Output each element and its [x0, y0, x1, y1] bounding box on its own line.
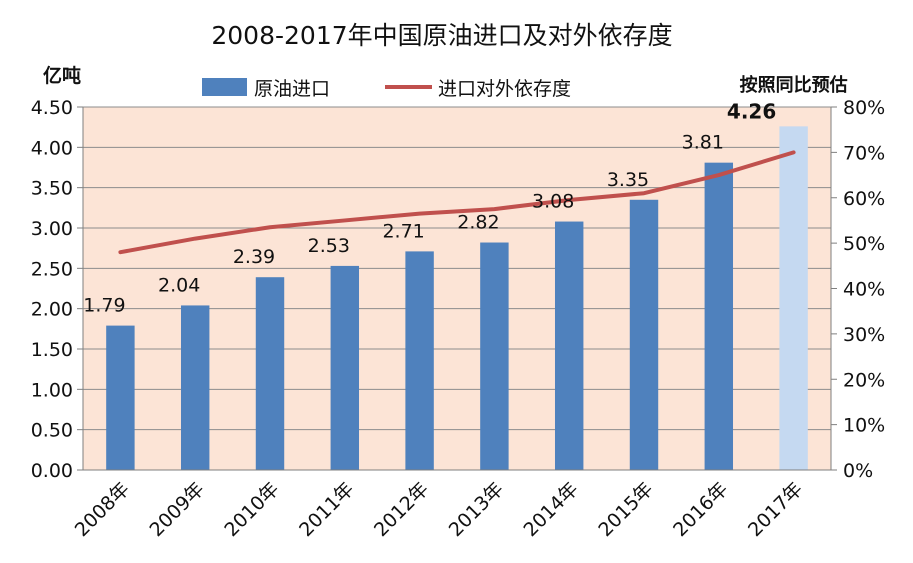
y-right-tick-label: 50% — [843, 233, 885, 255]
bar — [704, 162, 734, 470]
x-tick-label: 2016年 — [669, 478, 732, 541]
bar — [629, 199, 659, 470]
bar-value-label: 2.53 — [308, 235, 350, 257]
bar — [330, 265, 360, 470]
legend-swatch-bar — [202, 78, 247, 96]
y-right-tick-label: 30% — [843, 324, 885, 346]
bar-value-label: 3.81 — [682, 132, 724, 154]
y-left-unit: 亿吨 — [43, 64, 81, 87]
y-right-tick-label: 20% — [843, 369, 885, 391]
x-tick-label: 2010年 — [220, 478, 283, 541]
x-tick-label: 2008年 — [71, 478, 134, 541]
x-tick-label: 2009年 — [146, 478, 209, 541]
y-left-tick-label: 3.00 — [31, 218, 73, 240]
x-tick-label: 2011年 — [295, 478, 358, 541]
y-right-tick-label: 40% — [843, 279, 885, 301]
legend-label-bar: 原油进口 — [254, 78, 330, 100]
y-left-tick-label: 1.00 — [31, 379, 73, 401]
estimate-note: 按照同比预估 — [740, 74, 848, 96]
y-right-tick-label: 0% — [843, 460, 873, 482]
legend-label-line: 进口对外依存度 — [438, 78, 571, 100]
x-tick-label: 2017年 — [744, 478, 807, 541]
y-left-tick-label: 2.00 — [31, 299, 73, 321]
bar-value-label: 2.82 — [457, 212, 499, 234]
x-tick-label: 2015年 — [594, 478, 657, 541]
y-left-tick-label: 3.50 — [31, 178, 73, 200]
bar-value-label: 2.39 — [233, 246, 275, 268]
bar-value-label: 2.04 — [158, 274, 200, 296]
y-right-tick-label: 10% — [843, 415, 885, 437]
bar — [255, 277, 285, 470]
bar — [405, 251, 434, 470]
x-tick-label: 2014年 — [520, 478, 583, 541]
y-right-tick-label: 70% — [843, 142, 885, 164]
bar-value-label: 1.79 — [83, 295, 125, 317]
y-left-tick-label: 1.50 — [31, 339, 73, 361]
bar-value-label: 4.26 — [727, 99, 776, 123]
bar-estimated — [779, 126, 808, 471]
dependency-line — [118, 150, 796, 255]
y-left-tick-label: 4.50 — [31, 97, 73, 119]
y-right-tick-label: 60% — [843, 188, 885, 210]
bar-value-label: 2.71 — [382, 220, 424, 242]
y-left-tick-label: 4.00 — [31, 137, 73, 159]
bar-value-label: 3.08 — [532, 191, 574, 213]
y-right-tick-label: 80% — [843, 97, 885, 119]
x-tick-label: 2012年 — [370, 478, 433, 541]
chart-title: 2008-2017年中国原油进口及对外依存度 — [211, 21, 672, 50]
bar-value-label: 3.35 — [607, 169, 649, 191]
y-left-tick-label: 0.00 — [31, 460, 73, 482]
y-left-tick-label: 0.50 — [31, 420, 73, 442]
x-tick-label: 2013年 — [445, 478, 508, 541]
bar — [554, 221, 584, 470]
bar — [480, 242, 509, 470]
y-left-tick-label: 2.50 — [31, 258, 73, 280]
bar — [180, 305, 210, 470]
bar — [106, 325, 135, 470]
